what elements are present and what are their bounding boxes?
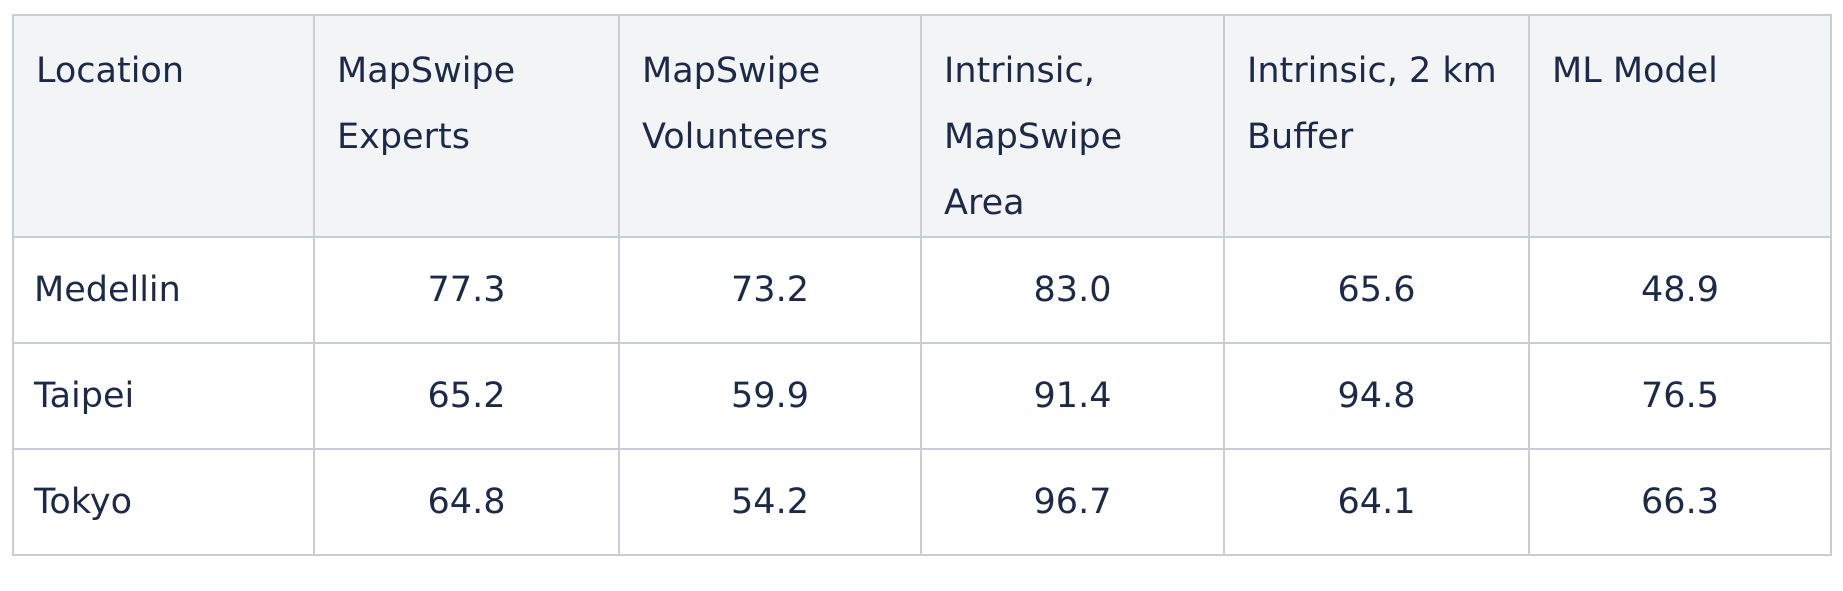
row-label: Taipei <box>12 342 315 450</box>
value-cell: 76.5 <box>1528 342 1832 450</box>
header-cell: MapSwipe Volunteers <box>618 14 922 238</box>
value-cell: 64.1 <box>1223 448 1530 556</box>
header-cell: MapSwipe Experts <box>313 14 620 238</box>
table-body: Medellin 77.3 73.2 83.0 65.6 48.9 Taipei 65.2 59… <box>12 236 1832 556</box>
value-cell: 94.8 <box>1223 342 1530 450</box>
header-cell: ML Model <box>1528 14 1832 238</box>
row-label: Tokyo <box>12 448 315 556</box>
header-cell: Intrinsic, MapSwipe Area <box>920 14 1225 238</box>
value-cell: 66.3 <box>1528 448 1832 556</box>
header-cell: Intrinsic, 2 km Buffer <box>1223 14 1530 238</box>
value-cell: 83.0 <box>920 236 1225 344</box>
value-cell: 96.7 <box>920 448 1225 556</box>
value-cell: 77.3 <box>313 236 620 344</box>
table-row: Taipei 65.2 59.9 91.4 94.8 76.5 <box>12 342 1832 450</box>
table-row: Medellin 77.3 73.2 83.0 65.6 48.9 <box>12 236 1832 344</box>
table-row: Tokyo 64.8 54.2 96.7 64.1 66.3 <box>12 448 1832 556</box>
row-label: Medellin <box>12 236 315 344</box>
value-cell: 54.2 <box>618 448 922 556</box>
results-table: Location MapSwipe Experts MapSwipe Volunte… <box>12 14 1832 556</box>
value-cell: 65.2 <box>313 342 620 450</box>
header-cell: Location <box>12 14 315 238</box>
value-cell: 65.6 <box>1223 236 1530 344</box>
value-cell: 91.4 <box>920 342 1225 450</box>
value-cell: 73.2 <box>618 236 922 344</box>
value-cell: 48.9 <box>1528 236 1832 344</box>
header-row: Location MapSwipe Experts MapSwipe Volunte… <box>12 14 1832 238</box>
value-cell: 64.8 <box>313 448 620 556</box>
value-cell: 59.9 <box>618 342 922 450</box>
